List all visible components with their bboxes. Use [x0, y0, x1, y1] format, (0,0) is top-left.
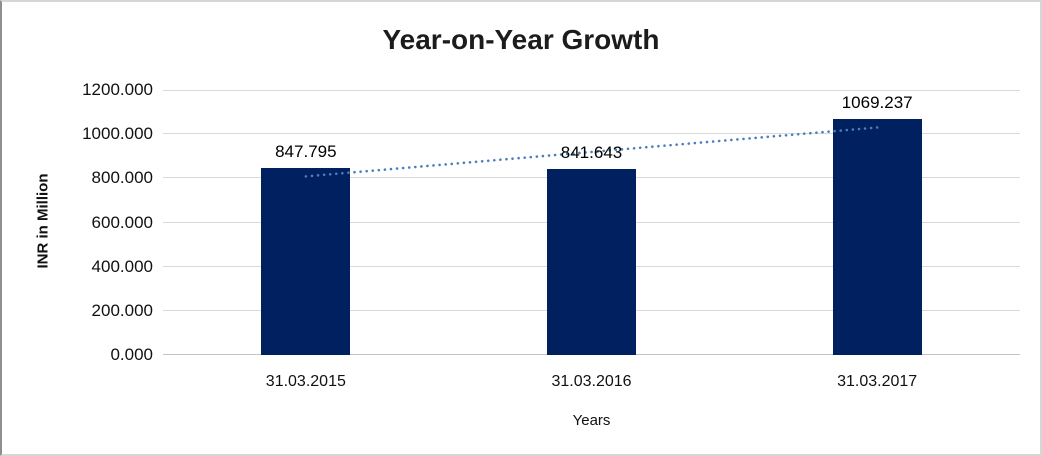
trendline	[304, 126, 879, 178]
x-tick-label: 31.03.2016	[551, 373, 632, 390]
bar-value-label: 1069.237	[841, 92, 913, 112]
y-tick-label: 1000.000	[82, 124, 153, 144]
bar	[547, 169, 636, 355]
gridline	[163, 90, 1020, 91]
bar	[261, 167, 351, 355]
plot-area	[163, 90, 1020, 355]
y-tick-label: 400.000	[91, 256, 153, 276]
bar-value-label: 841.643	[560, 143, 623, 163]
gridline	[163, 133, 1020, 135]
x-tick-label: 31.03.2015	[265, 373, 346, 390]
bar-value-label: 847.795	[275, 141, 337, 161]
y-tick-label: 1200.000	[82, 80, 153, 99]
y-tick-label: 0.000	[110, 345, 153, 364]
chart-title: Year-on-Year Growth	[382, 24, 660, 55]
x-axis-title: Years	[572, 412, 611, 429]
y-tick-label: 800.000	[91, 168, 153, 188]
y-tick-label: 600.000	[91, 212, 153, 232]
trendline-path	[304, 126, 879, 178]
y-tick-label: 200.000	[91, 300, 153, 320]
bar	[832, 118, 922, 355]
x-tick-label: 31.03.2017	[837, 373, 918, 390]
